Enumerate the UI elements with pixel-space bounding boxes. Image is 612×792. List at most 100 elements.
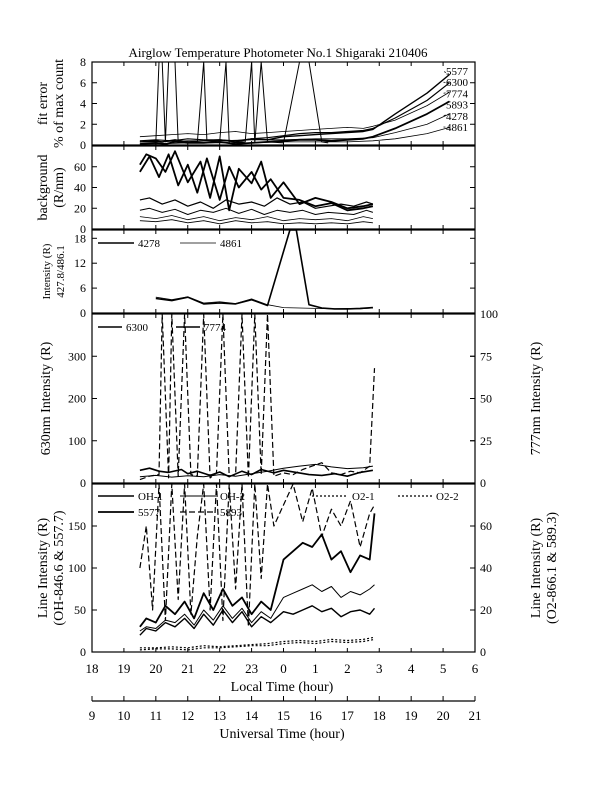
- series-line-6300: [139, 82, 450, 142]
- y-tick-label: 0: [80, 222, 86, 236]
- y-tick-label-right: 50: [480, 392, 492, 406]
- y-tick-label-right: 60: [480, 519, 492, 533]
- series-line-4278: [139, 113, 450, 143]
- local-time-tick-label: 19: [117, 661, 130, 676]
- legend-label-O2-1: O2-1: [352, 491, 375, 503]
- series-group: [139, 62, 450, 145]
- universal-time-tick-label: 21: [469, 708, 482, 723]
- y-tick-label: 150: [68, 519, 86, 533]
- y-axis-label-right: Line Intensity (R): [529, 518, 544, 619]
- y-tick-label: 2: [80, 117, 86, 131]
- local-time-tick-label: 18: [86, 661, 99, 676]
- legend-label-7774: 7774: [204, 322, 227, 334]
- y-axis-label: fit error: [36, 82, 51, 125]
- local-time-tick-label: 0: [280, 661, 287, 676]
- local-time-tick-label: 22: [213, 661, 226, 676]
- series-line-5577: [139, 513, 376, 628]
- series-line-5893: [139, 100, 450, 145]
- legend-label-O2-2: O2-2: [436, 491, 459, 503]
- legend-leader-5577: [442, 70, 450, 75]
- series-group: [139, 150, 374, 225]
- local-time-label: Local Time (hour): [231, 680, 334, 695]
- chart-title: Airglow Temperature Photometer No.1 Shig…: [129, 45, 429, 60]
- y-tick-label-right: 40: [480, 561, 492, 575]
- local-time-tick-label: 23: [245, 661, 258, 676]
- y-tick-label: 200: [68, 392, 86, 406]
- universal-time-tick-label: 10: [117, 708, 130, 723]
- series-line-5893: [139, 484, 376, 628]
- universal-time-tick-label: 11: [150, 708, 163, 723]
- y-axis-label: (OH-846.6 & 557.7): [52, 510, 67, 625]
- series-line-trace-4: [139, 215, 373, 222]
- series-line-trace-1: [139, 463, 373, 478]
- y-tick-label: 50: [74, 603, 86, 617]
- x-axes: Local Time (hour) Universal Time (hour) …: [86, 661, 482, 742]
- series-line-O2-2: [139, 638, 375, 651]
- y-tick-label: 6: [80, 281, 86, 295]
- series-group: [139, 314, 376, 481]
- legend-label-4861: 4861: [446, 122, 468, 134]
- y-axis-label: Line Intensity (R): [36, 518, 51, 619]
- universal-time-tick-label: 18: [373, 708, 386, 723]
- y-tick-label: 40: [74, 181, 86, 195]
- y-tick-label: 4: [80, 97, 86, 111]
- y-axis-label: Intensity (R): [41, 243, 53, 299]
- panel-frame: [91, 145, 476, 230]
- series-line-OH-1: [139, 605, 376, 636]
- y-tick-label: 12: [74, 256, 86, 270]
- panel-frame: [91, 313, 476, 484]
- legend-label-5577: 5577: [446, 66, 469, 78]
- panel-red-line: 0 100 200 300 0 25 50 75 100 630nm Intensity (R) 7…: [39, 307, 544, 490]
- legend-leader-5893: [442, 101, 450, 105]
- y-tick-label: 18: [74, 231, 86, 245]
- series-line-trace-2: [139, 197, 374, 209]
- y-tick-label: 0: [80, 306, 86, 320]
- legend-label-6300: 6300: [446, 77, 469, 89]
- y-tick-label-right: 20: [480, 603, 492, 617]
- y-tick-label-right: 0: [480, 476, 486, 490]
- y-tick-label: 8: [80, 55, 86, 69]
- panel-background: 0 20 40 60 background (R/nm): [36, 145, 476, 236]
- universal-time-tick-label: 14: [245, 708, 259, 723]
- panel-intensity-blue: 0 6 12 18 Intensity (R) 427.8/486.1 4278 4861: [41, 229, 476, 320]
- local-time-tick-label: 2: [344, 661, 351, 676]
- y-tick-label: 100: [68, 561, 86, 575]
- universal-time-tick-label: 19: [405, 708, 418, 723]
- series-group: [139, 484, 376, 651]
- series-line-4861: [139, 127, 450, 145]
- series-line-7774: [139, 314, 376, 481]
- legend-leader-6300: [442, 81, 450, 84]
- y-axis-label: % of max count: [52, 59, 67, 148]
- series-line-OH-2: [139, 584, 375, 632]
- y-tick-label: 6: [80, 76, 86, 90]
- panel-fit-error: 0 2 4 6 8 fit error% of max count 557763007774…: [36, 55, 476, 152]
- y-tick-label: 0: [80, 645, 86, 659]
- universal-time-tick-label: 16: [309, 708, 323, 723]
- y-tick-label: 20: [74, 201, 86, 215]
- panel-frame: [91, 61, 476, 146]
- y-tick-label: 60: [74, 160, 86, 174]
- y-tick-label: 0: [80, 476, 86, 490]
- local-time-tick-label: 3: [376, 661, 383, 676]
- y-tick-label-right: 75: [480, 349, 492, 363]
- series-line-trace-3: [139, 207, 374, 215]
- universal-time-tick-label: 9: [89, 708, 96, 723]
- y-axis-label: 427.8/486.1: [55, 245, 67, 298]
- y-axis-label: 630nm Intensity (R): [39, 341, 54, 455]
- series-line-4861: [155, 296, 373, 310]
- legend-label-OH-2: OH-2: [220, 491, 245, 503]
- series-line-7774: [139, 91, 450, 138]
- universal-time-tick-label: 15: [277, 708, 290, 723]
- legend-label-5577: 5577: [138, 507, 161, 519]
- legend-label-5893: 5893: [446, 100, 469, 112]
- series-group: [155, 230, 373, 310]
- y-axis-label: (R/nm): [52, 167, 67, 208]
- legend-leader-7774: [442, 91, 450, 94]
- y-tick-label-right: 0: [480, 645, 486, 659]
- y-tick-label-right: 100: [480, 307, 498, 321]
- series-line-O2-1: [139, 636, 375, 649]
- legend-label-OH-1: OH-1: [138, 491, 163, 503]
